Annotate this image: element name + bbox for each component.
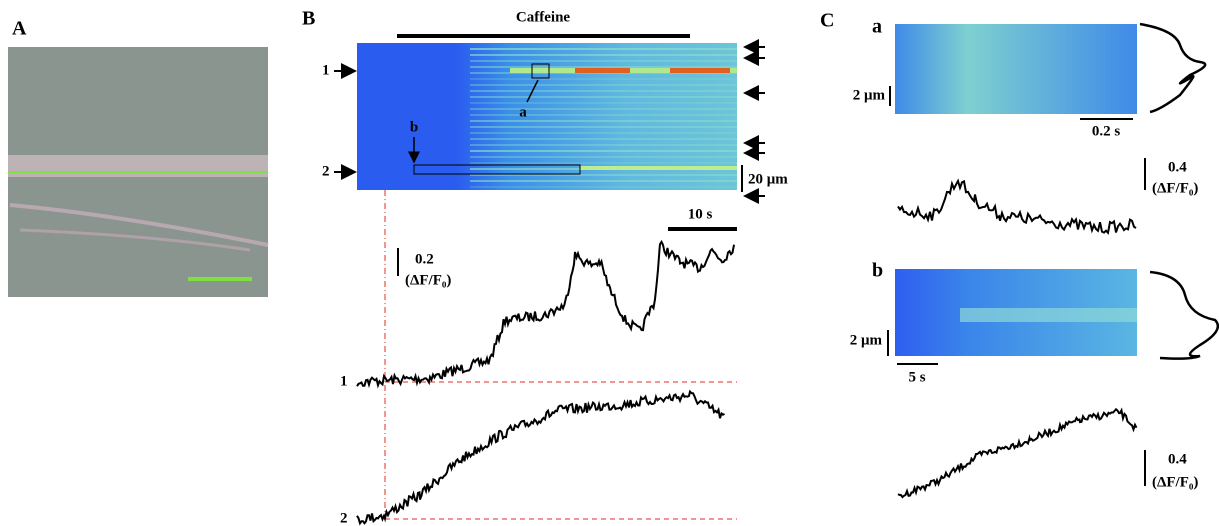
stripe <box>470 120 737 122</box>
roi-label: a <box>519 104 527 120</box>
right-arrows <box>743 39 765 204</box>
scale-label: 2 μm <box>850 332 883 348</box>
stripe <box>470 48 737 50</box>
scale-label: 5 s <box>908 369 925 385</box>
linescan-band <box>960 308 1137 322</box>
stripe <box>470 186 737 188</box>
trace-label: 1 <box>340 373 348 389</box>
trace <box>897 407 1138 499</box>
scale-label: (ΔF/F₀) <box>1152 474 1198 490</box>
stimulus-label: Caffeine <box>516 9 570 25</box>
stripe <box>470 144 737 146</box>
stripe <box>470 156 737 158</box>
scale-label: 0.2 s <box>1092 123 1121 139</box>
stripe <box>470 54 737 56</box>
trace <box>356 239 735 389</box>
stripe <box>470 90 737 92</box>
scale-label: (ΔF/F₀) <box>1152 180 1198 196</box>
scale-label: 0.2 <box>415 251 434 267</box>
stripe <box>470 114 737 116</box>
scale-label: 20 μm <box>748 171 788 187</box>
stripe <box>470 66 737 68</box>
stripe <box>470 162 737 164</box>
panel-label: C <box>820 10 834 32</box>
profile <box>1149 270 1219 360</box>
trace <box>897 178 1137 235</box>
stripe <box>470 84 737 86</box>
scale-label: (ΔF/F₀) <box>405 272 451 288</box>
scale-label: 10 s <box>688 206 713 222</box>
trace <box>356 389 725 526</box>
stripe <box>470 138 737 140</box>
cell-process <box>8 155 268 177</box>
hotspot <box>600 68 630 73</box>
linescan-image <box>895 24 1137 114</box>
stripe <box>470 108 737 110</box>
row-label: 2 <box>322 163 330 179</box>
stripe <box>470 78 737 80</box>
hotspot <box>575 68 605 73</box>
scale-label: 0.4 <box>1168 451 1187 467</box>
stripe <box>470 96 737 98</box>
subpanel-label: b <box>872 260 883 282</box>
traces <box>356 178 1138 526</box>
cell-process <box>9 203 269 247</box>
scale-label: 0.4 <box>1168 159 1187 175</box>
subpanel-label: a <box>872 16 882 38</box>
linescan-stripes <box>470 48 737 188</box>
roi-label: b <box>410 119 418 135</box>
cell-process <box>19 228 251 252</box>
stripe <box>470 132 737 134</box>
stripe <box>470 150 737 152</box>
stripe <box>470 180 737 182</box>
scale-label: 2 μm <box>853 87 886 103</box>
hotspot <box>700 68 730 73</box>
hotspot <box>670 68 700 73</box>
arrow <box>526 79 539 103</box>
panel-label: A <box>12 18 27 40</box>
stripe <box>470 126 737 128</box>
stripe <box>470 174 737 176</box>
trace-label: 2 <box>340 510 348 526</box>
panel-label: B <box>302 8 315 30</box>
roi-box <box>531 63 550 79</box>
stripe <box>470 60 737 62</box>
profile <box>1139 22 1207 114</box>
stripe <box>580 166 737 170</box>
stripe <box>470 102 737 104</box>
roi-box <box>413 164 581 175</box>
row-label: 1 <box>322 62 330 78</box>
